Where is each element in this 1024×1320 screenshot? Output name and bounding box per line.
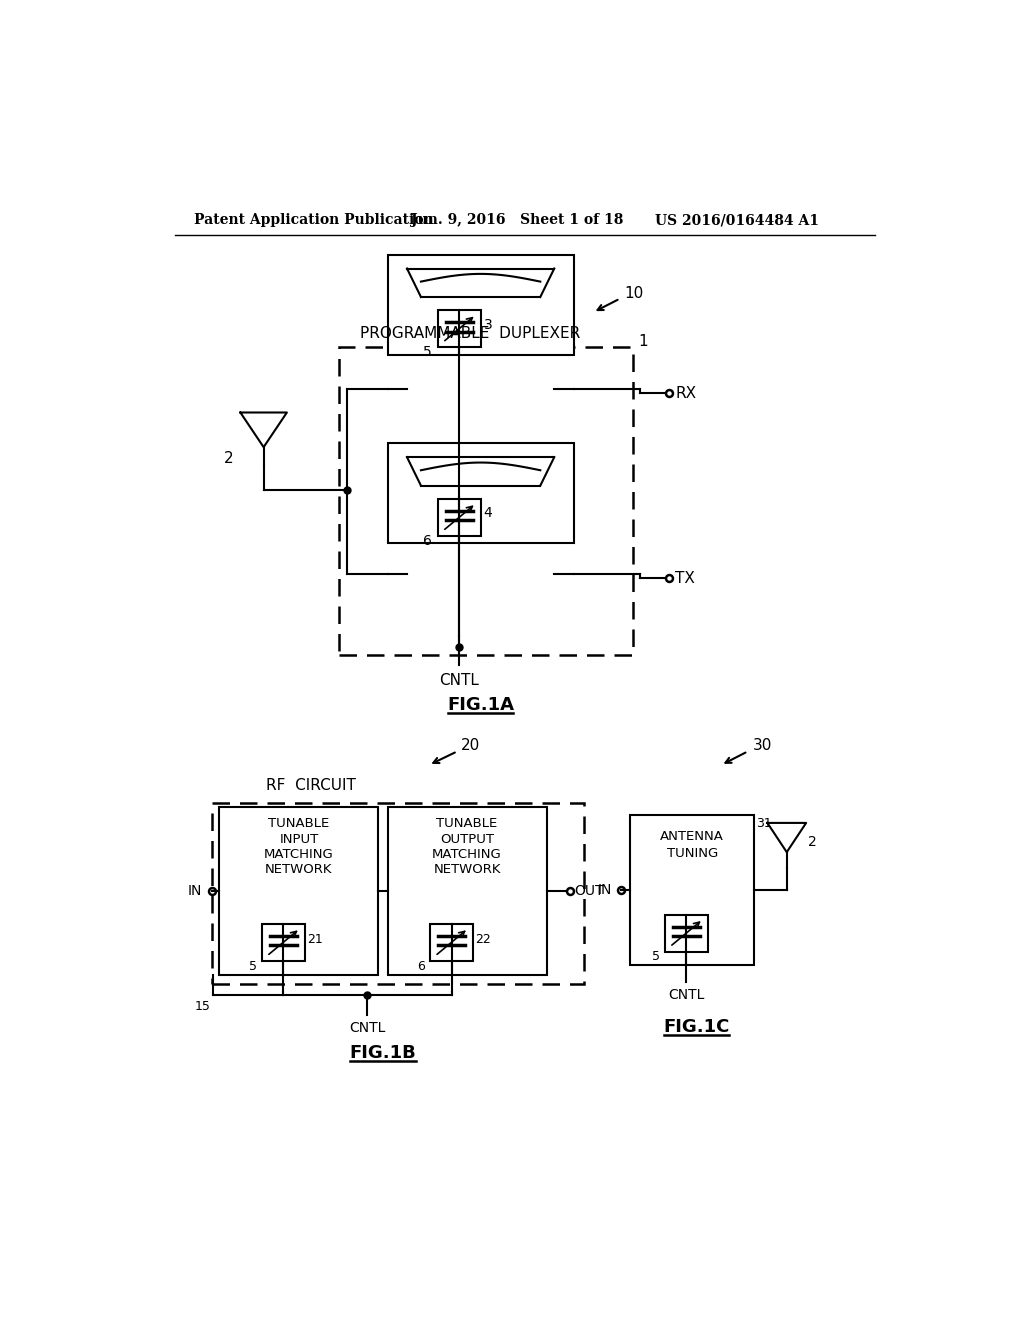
Bar xyxy=(219,807,378,974)
Bar xyxy=(388,255,573,355)
Text: NETWORK: NETWORK xyxy=(433,863,501,876)
Text: PROGRAMMABLE  DUPLEXER: PROGRAMMABLE DUPLEXER xyxy=(360,326,581,342)
Text: 6: 6 xyxy=(417,960,425,973)
Text: 6: 6 xyxy=(423,535,431,548)
Text: TUNABLE: TUNABLE xyxy=(268,817,330,830)
Text: OUT: OUT xyxy=(574,883,604,898)
Text: CNTL: CNTL xyxy=(349,1020,386,1035)
Text: TUNING: TUNING xyxy=(667,847,718,861)
Text: RF  CIRCUIT: RF CIRCUIT xyxy=(266,779,355,793)
Bar xyxy=(430,924,473,961)
Text: FIG.1A: FIG.1A xyxy=(447,696,514,714)
Text: TUNABLE: TUNABLE xyxy=(436,817,498,830)
Text: 21: 21 xyxy=(307,933,323,945)
Bar xyxy=(212,803,584,983)
Bar xyxy=(665,915,708,952)
Text: FIG.1C: FIG.1C xyxy=(663,1018,729,1036)
Text: 2: 2 xyxy=(809,836,817,849)
Text: CNTL: CNTL xyxy=(669,989,705,1002)
Text: Jun. 9, 2016   Sheet 1 of 18: Jun. 9, 2016 Sheet 1 of 18 xyxy=(411,213,624,227)
Text: 2: 2 xyxy=(224,451,233,466)
Text: MATCHING: MATCHING xyxy=(432,847,502,861)
Text: 30: 30 xyxy=(753,738,772,754)
Bar xyxy=(438,499,480,536)
Text: US 2016/0164484 A1: US 2016/0164484 A1 xyxy=(655,213,819,227)
Bar xyxy=(388,444,573,544)
Text: FIG.1B: FIG.1B xyxy=(349,1044,417,1063)
Text: 20: 20 xyxy=(461,738,480,754)
Text: Patent Application Publication: Patent Application Publication xyxy=(194,213,433,227)
Text: 3: 3 xyxy=(483,318,493,331)
Bar xyxy=(630,816,755,965)
Text: MATCHING: MATCHING xyxy=(264,847,334,861)
Text: 5: 5 xyxy=(651,950,659,964)
Text: IN: IN xyxy=(188,883,203,898)
Text: 15: 15 xyxy=(195,999,210,1012)
Bar xyxy=(339,347,633,655)
Text: 5: 5 xyxy=(423,346,431,359)
Text: IN: IN xyxy=(597,883,611,898)
Bar xyxy=(388,807,547,974)
Text: 1: 1 xyxy=(638,334,647,350)
Text: INPUT: INPUT xyxy=(280,833,318,846)
Bar xyxy=(262,924,305,961)
Text: 5: 5 xyxy=(249,960,257,973)
Bar xyxy=(438,310,480,347)
Text: CNTL: CNTL xyxy=(439,673,479,688)
Text: 31: 31 xyxy=(756,817,771,830)
Text: OUTPUT: OUTPUT xyxy=(440,833,494,846)
Text: 10: 10 xyxy=(624,285,643,301)
Text: 22: 22 xyxy=(475,933,490,945)
Text: ANTENNA: ANTENNA xyxy=(660,830,724,843)
Text: NETWORK: NETWORK xyxy=(265,863,333,876)
Text: RX: RX xyxy=(675,385,696,401)
Text: 4: 4 xyxy=(483,507,493,520)
Text: TX: TX xyxy=(675,570,695,586)
